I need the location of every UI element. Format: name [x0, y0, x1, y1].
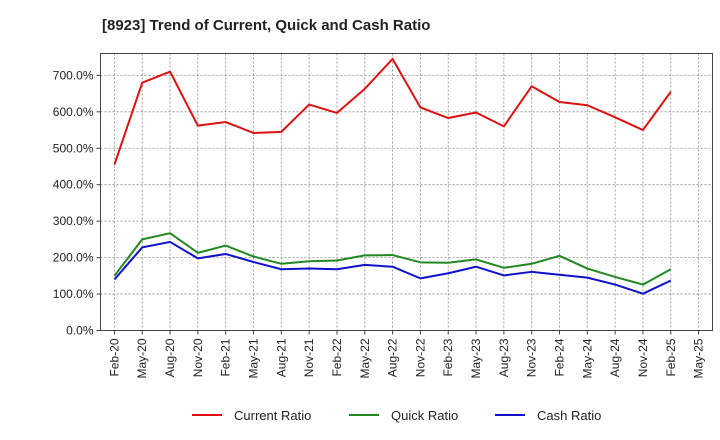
- x-tick-label-5: May-21: [247, 338, 261, 378]
- grid: [100, 53, 713, 331]
- series-line-current-ratio: [113, 57, 672, 165]
- x-tick-label-11: Nov-22: [413, 338, 427, 377]
- y-tick-label-1: 100.0%: [53, 287, 94, 301]
- plot-frame: [100, 53, 713, 331]
- x-tick-label-13: May-23: [469, 338, 483, 378]
- y-axis-ticks: 0.0% 100.0% 200.0% 300.0% 400.0% 500.0% 600.0%…: [53, 68, 101, 338]
- x-tick-label-14: Aug-23: [497, 338, 511, 377]
- y-tick-label-0: 0.0%: [66, 324, 94, 338]
- x-tick-label-21: May-25: [692, 338, 706, 378]
- x-tick-label-1: May-20: [135, 338, 149, 378]
- x-tick-label-12: Feb-23: [441, 338, 455, 376]
- x-tick-label-18: Aug-24: [608, 338, 622, 377]
- series-line-quick-ratio: [113, 232, 672, 286]
- x-tick-label-17: May-24: [580, 338, 594, 378]
- legend-label-current-ratio: Current Ratio: [234, 408, 311, 423]
- x-tick-label-15: Nov-23: [525, 338, 539, 377]
- chart-title: [8923] Trend of Current, Quick and Cash …: [102, 17, 430, 34]
- x-tick-label-20: Feb-25: [664, 338, 678, 376]
- x-tick-label-16: Feb-24: [553, 338, 567, 376]
- x-tick-label-3: Nov-20: [191, 338, 205, 377]
- x-tick-label-0: Feb-20: [107, 338, 121, 376]
- x-tick-label-2: Aug-20: [163, 338, 177, 377]
- x-tick-label-8: Feb-22: [330, 338, 344, 376]
- x-tick-label-6: Aug-21: [274, 338, 288, 377]
- series-line-cash-ratio: [113, 240, 672, 295]
- x-tick-label-19: Nov-24: [636, 338, 650, 377]
- legend-label-quick-ratio: Quick Ratio: [391, 408, 458, 423]
- y-tick-label-3: 300.0%: [53, 214, 94, 228]
- series-lines: [113, 57, 672, 295]
- y-tick-label-5: 500.0%: [53, 141, 94, 155]
- legend: Current Ratio Quick Ratio Cash Ratio: [192, 408, 601, 423]
- y-tick-label-7: 700.0%: [53, 68, 94, 82]
- y-tick-label-6: 600.0%: [53, 105, 94, 119]
- y-tick-label-2: 200.0%: [53, 251, 94, 265]
- y-tick-label-4: 400.0%: [53, 178, 94, 192]
- legend-label-cash-ratio: Cash Ratio: [537, 408, 601, 423]
- x-axis-ticks: Feb-20 May-20 Aug-20 Nov-20 Feb-21 May-21 Aug-…: [107, 330, 706, 379]
- x-tick-label-9: May-22: [358, 338, 372, 378]
- x-tick-label-7: Nov-21: [302, 338, 316, 377]
- x-tick-label-4: Feb-21: [219, 338, 233, 376]
- x-tick-label-10: Aug-22: [386, 338, 400, 377]
